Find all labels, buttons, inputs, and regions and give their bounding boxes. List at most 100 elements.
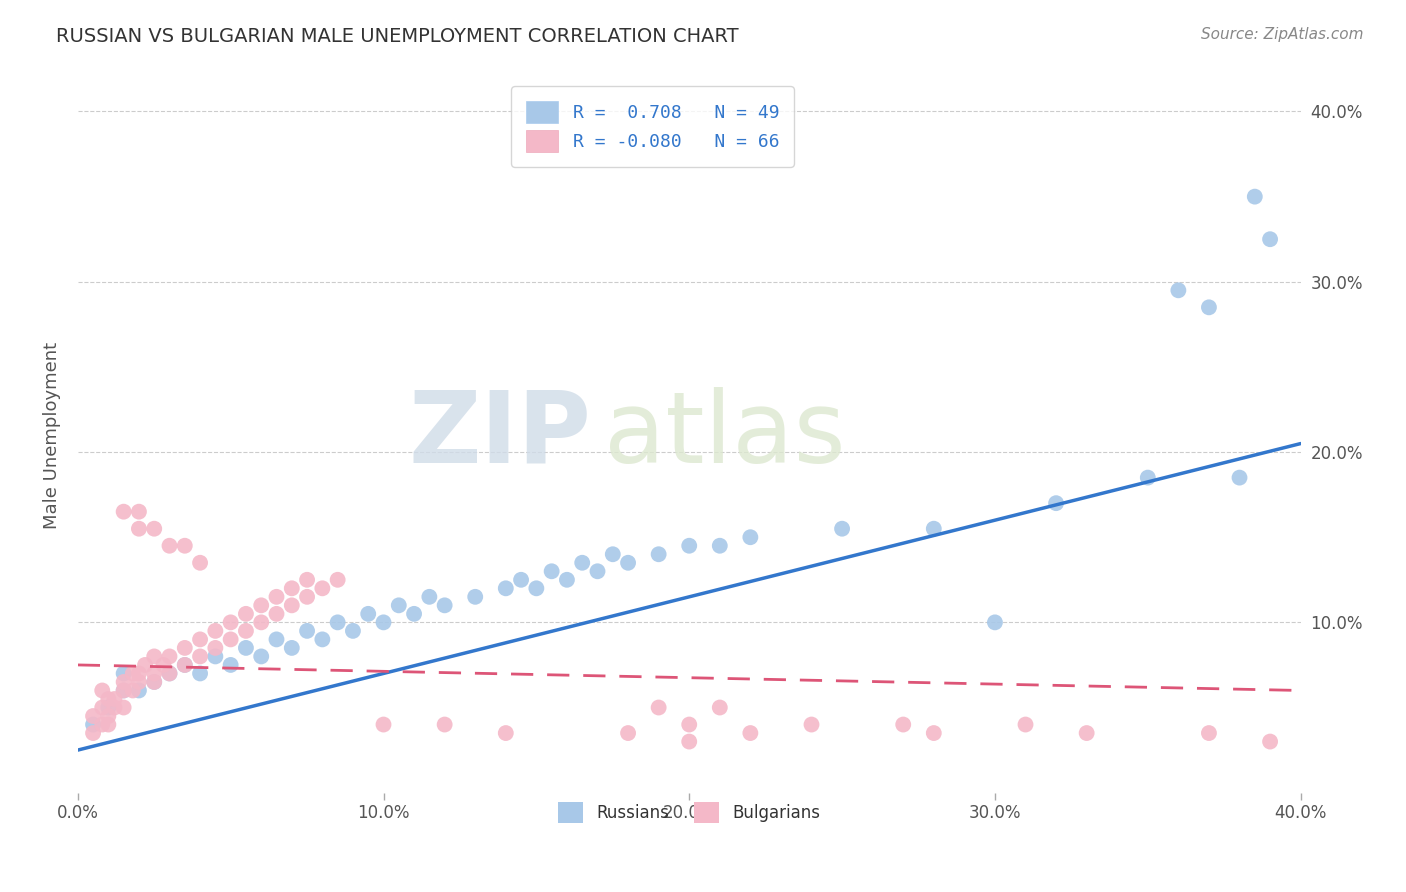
Point bbox=[1198, 301, 1220, 315]
Point bbox=[326, 573, 349, 587]
Point bbox=[281, 582, 304, 596]
Y-axis label: Male Unemployment: Male Unemployment bbox=[44, 342, 60, 529]
Point bbox=[984, 615, 1007, 630]
Point bbox=[326, 615, 349, 630]
Point bbox=[311, 582, 333, 596]
Point bbox=[647, 700, 669, 714]
Point bbox=[91, 700, 114, 714]
Legend: Russians, Bulgarians: Russians, Bulgarians bbox=[547, 790, 832, 834]
Point bbox=[188, 556, 211, 570]
Point bbox=[152, 657, 174, 672]
Point bbox=[250, 649, 273, 664]
Point bbox=[1229, 470, 1251, 484]
Point bbox=[433, 599, 456, 613]
Point bbox=[128, 683, 150, 698]
Point bbox=[112, 700, 135, 714]
Point bbox=[143, 675, 166, 690]
Point bbox=[709, 700, 731, 714]
Point bbox=[188, 632, 211, 647]
Text: Source: ZipAtlas.com: Source: ZipAtlas.com bbox=[1201, 27, 1364, 42]
Point bbox=[134, 657, 156, 672]
Point bbox=[128, 675, 150, 690]
Point bbox=[128, 666, 150, 681]
Text: atlas: atlas bbox=[603, 386, 845, 483]
Point bbox=[266, 632, 288, 647]
Point bbox=[91, 717, 114, 731]
Point bbox=[173, 640, 195, 655]
Point bbox=[173, 539, 195, 553]
Point bbox=[617, 556, 640, 570]
Point bbox=[540, 564, 562, 578]
Point bbox=[740, 726, 762, 740]
Point bbox=[250, 615, 273, 630]
Point bbox=[173, 657, 195, 672]
Point bbox=[235, 624, 257, 638]
Point bbox=[1258, 734, 1281, 748]
Point bbox=[357, 607, 380, 621]
Point bbox=[571, 556, 593, 570]
Point bbox=[188, 649, 211, 664]
Point bbox=[678, 734, 700, 748]
Point bbox=[143, 666, 166, 681]
Point bbox=[1136, 470, 1159, 484]
Point bbox=[586, 564, 609, 578]
Point bbox=[143, 675, 166, 690]
Point bbox=[1076, 726, 1098, 740]
Point bbox=[103, 692, 125, 706]
Point bbox=[922, 522, 945, 536]
Point bbox=[103, 700, 125, 714]
Point bbox=[97, 700, 120, 714]
Point bbox=[250, 599, 273, 613]
Point bbox=[524, 582, 547, 596]
Point bbox=[373, 615, 395, 630]
Point bbox=[128, 522, 150, 536]
Point bbox=[495, 582, 517, 596]
Point bbox=[281, 599, 304, 613]
Point bbox=[219, 615, 242, 630]
Point bbox=[173, 657, 195, 672]
Point bbox=[235, 640, 257, 655]
Point bbox=[388, 599, 411, 613]
Point bbox=[295, 590, 318, 604]
Point bbox=[112, 675, 135, 690]
Point bbox=[647, 547, 669, 561]
Point bbox=[121, 666, 143, 681]
Point bbox=[1198, 726, 1220, 740]
Point bbox=[97, 717, 120, 731]
Point bbox=[311, 632, 333, 647]
Point bbox=[112, 683, 135, 698]
Point bbox=[219, 632, 242, 647]
Point bbox=[112, 666, 135, 681]
Point bbox=[342, 624, 364, 638]
Point bbox=[143, 522, 166, 536]
Point bbox=[1167, 283, 1189, 297]
Point bbox=[91, 683, 114, 698]
Point bbox=[97, 709, 120, 723]
Point bbox=[678, 717, 700, 731]
Point bbox=[464, 590, 486, 604]
Point bbox=[159, 666, 181, 681]
Point bbox=[235, 607, 257, 621]
Point bbox=[678, 539, 700, 553]
Point bbox=[602, 547, 624, 561]
Point bbox=[495, 726, 517, 740]
Point bbox=[281, 640, 304, 655]
Point bbox=[709, 539, 731, 553]
Point bbox=[1014, 717, 1036, 731]
Point bbox=[891, 717, 914, 731]
Point bbox=[510, 573, 533, 587]
Point bbox=[740, 530, 762, 544]
Point bbox=[1243, 189, 1265, 203]
Point bbox=[159, 649, 181, 664]
Point bbox=[82, 709, 104, 723]
Point bbox=[97, 692, 120, 706]
Point bbox=[82, 717, 104, 731]
Point bbox=[295, 624, 318, 638]
Point bbox=[1258, 232, 1281, 246]
Point bbox=[266, 590, 288, 604]
Point bbox=[404, 607, 426, 621]
Point bbox=[219, 657, 242, 672]
Point bbox=[121, 683, 143, 698]
Point bbox=[831, 522, 853, 536]
Point bbox=[433, 717, 456, 731]
